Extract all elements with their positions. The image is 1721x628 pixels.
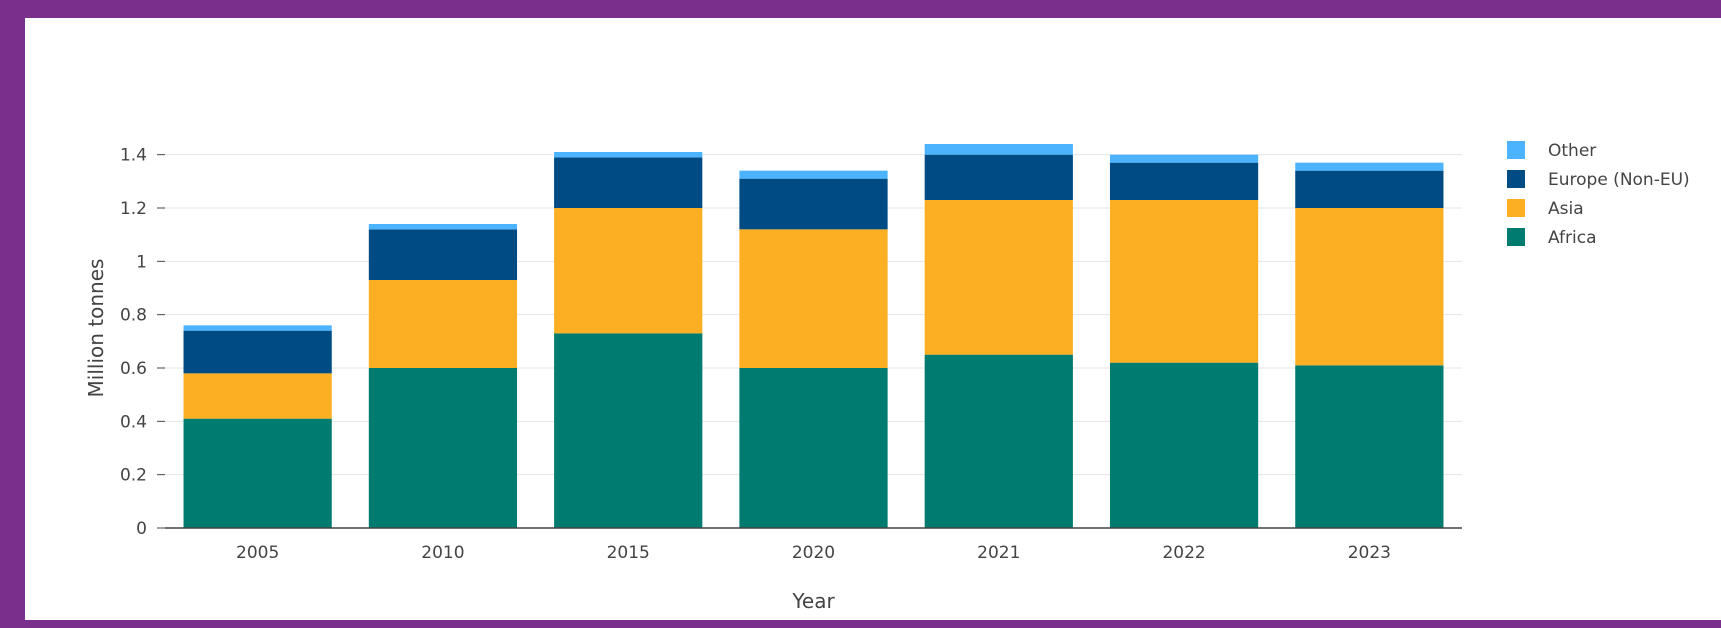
legend-label: Asia xyxy=(1548,199,1584,219)
bar-segment-other-2010[interactable] xyxy=(368,224,518,230)
bar-segment-africa-2015[interactable] xyxy=(554,333,703,528)
bar-segment-other-2021[interactable] xyxy=(924,144,1073,155)
bar-segment-asia-2023[interactable] xyxy=(1295,208,1444,366)
y-tick-label: 1 xyxy=(136,252,147,272)
bar-segment-asia-2010[interactable] xyxy=(368,280,518,368)
bar-segment-asia-2021[interactable] xyxy=(924,200,1073,355)
legend-label: Other xyxy=(1548,141,1596,161)
x-tick-label: 2015 xyxy=(607,543,650,563)
chart-panel: 0 0.2 0.4 0.6 0.8 1 1.2 1.4 2005 2010 2015 2020 202… xyxy=(25,18,1721,620)
bar-segment-europe-non-eu-2020[interactable] xyxy=(739,178,888,230)
legend-swatch xyxy=(1507,228,1525,246)
bar-segment-africa-2022[interactable] xyxy=(1109,362,1259,528)
bar-segment-africa-2005[interactable] xyxy=(183,418,332,528)
legend-swatch xyxy=(1507,199,1525,217)
y-tick-labels: 0 0.2 0.4 0.6 0.8 1 1.2 1.4 xyxy=(120,146,165,539)
bar-segment-africa-2010[interactable] xyxy=(368,368,518,528)
x-tick-labels: 2005 2010 2015 2020 2021 2022 2023 xyxy=(236,543,1391,563)
stacked-bar-chart: 0 0.2 0.4 0.6 0.8 1 1.2 1.4 2005 2010 2015 2020 202… xyxy=(84,141,1690,613)
y-tick-label: 0.2 xyxy=(120,466,147,486)
bar-segment-other-2005[interactable] xyxy=(183,325,332,331)
x-tick-label: 2023 xyxy=(1348,543,1391,563)
bar-segment-asia-2020[interactable] xyxy=(739,229,888,368)
bar-segment-other-2022[interactable] xyxy=(1109,154,1259,163)
bar-segment-other-2020[interactable] xyxy=(739,170,888,179)
bar-segment-other-2015[interactable] xyxy=(554,152,703,158)
x-axis-title: Year xyxy=(791,589,835,613)
y-axis-title: Million tonnes xyxy=(84,259,108,398)
bar-segment-africa-2023[interactable] xyxy=(1295,365,1444,528)
legend-item-other[interactable]: Other xyxy=(1507,141,1596,161)
y-tick-label: 1.2 xyxy=(120,199,147,219)
bar-segment-asia-2005[interactable] xyxy=(183,373,332,419)
bar-segment-europe-non-eu-2021[interactable] xyxy=(924,154,1073,200)
y-tick-label: 0.8 xyxy=(120,306,147,326)
y-tick-label: 0.4 xyxy=(120,412,147,432)
bar-segment-europe-non-eu-2010[interactable] xyxy=(368,229,518,280)
bar-segment-africa-2020[interactable] xyxy=(739,368,888,528)
bar-segment-europe-non-eu-2015[interactable] xyxy=(554,157,703,208)
bar-segment-asia-2015[interactable] xyxy=(554,208,703,334)
bars xyxy=(183,144,1444,528)
bar-segment-europe-non-eu-2005[interactable] xyxy=(183,330,332,374)
x-tick-label: 2005 xyxy=(236,543,279,563)
legend-swatch xyxy=(1507,141,1525,159)
x-tick-label: 2022 xyxy=(1162,543,1205,563)
bar-segment-europe-non-eu-2023[interactable] xyxy=(1295,170,1444,208)
y-tick-label: 0.6 xyxy=(120,359,147,379)
y-tick-label: 1.4 xyxy=(120,146,147,166)
x-tick-label: 2010 xyxy=(421,543,464,563)
legend-swatch xyxy=(1507,170,1525,188)
legend-label: Europe (Non-EU) xyxy=(1548,170,1690,190)
legend-item-asia[interactable]: Asia xyxy=(1507,199,1584,219)
bar-segment-europe-non-eu-2022[interactable] xyxy=(1109,162,1259,200)
legend-item-africa[interactable]: Africa xyxy=(1507,228,1597,248)
y-tick-label: 0 xyxy=(136,519,147,539)
legend-label: Africa xyxy=(1548,228,1597,248)
bar-segment-africa-2021[interactable] xyxy=(924,354,1073,528)
legend-item-europe-non-eu[interactable]: Europe (Non-EU) xyxy=(1507,170,1690,190)
bar-segment-other-2023[interactable] xyxy=(1295,162,1444,171)
bar-segment-asia-2022[interactable] xyxy=(1109,200,1259,363)
x-tick-label: 2020 xyxy=(792,543,835,563)
legend[interactable]: Other Europe (Non-EU) Asia Africa xyxy=(1507,141,1690,248)
x-tick-label: 2021 xyxy=(977,543,1020,563)
